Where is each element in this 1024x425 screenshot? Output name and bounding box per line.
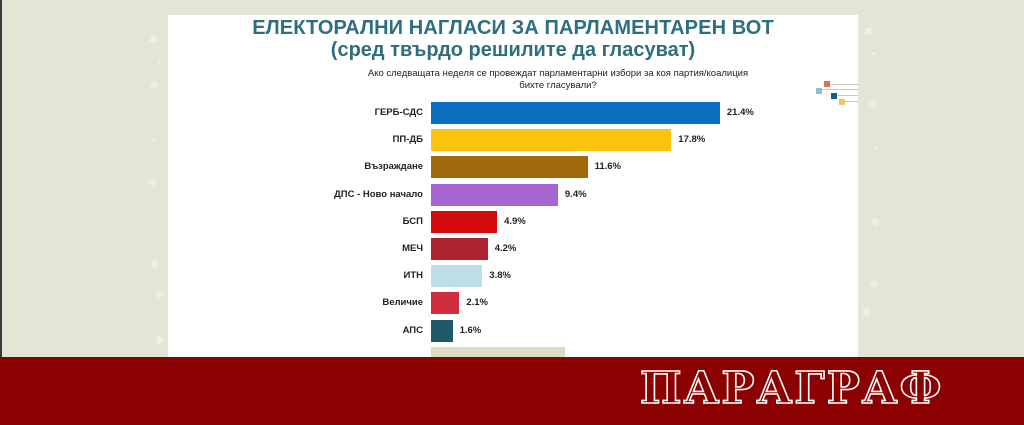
category-label-row: БСП <box>168 211 423 233</box>
category-label-row: ИТН <box>168 265 424 287</box>
value-label: 17.8% <box>678 134 706 146</box>
category-label-row: Възраждане <box>168 156 423 178</box>
snowflake-icon: ✻ <box>155 335 165 347</box>
chart-title: ЕЛЕКТОРАЛНИ НАГЛАСИ ЗА ПАРЛАМЕНТАРЕН ВОТ <box>252 17 774 39</box>
survey-question: Ако следващата неделя се провеждат парла… <box>348 68 768 92</box>
snowflake-icon: ✻ <box>148 177 158 189</box>
snowflake-icon: ● <box>158 60 162 66</box>
category-label: ПП-ДБ <box>392 134 423 146</box>
snowflake-icon: ✻ <box>862 307 872 319</box>
snowflake-icon: ✻ <box>149 80 159 92</box>
bar <box>431 265 483 288</box>
question-line-2: бихте гласували? <box>519 80 597 91</box>
category-label: Възраждане <box>364 161 423 173</box>
snowflake-icon: ✻ <box>149 34 159 46</box>
snowflake-icon: ✻ <box>155 289 165 301</box>
bar <box>431 210 498 233</box>
bar <box>431 183 558 206</box>
bar <box>431 238 488 260</box>
value-label: 1.6% <box>459 324 482 336</box>
question-line-1: Ако следващата неделя се провеждат парла… <box>367 68 749 79</box>
decorative-squares-icon <box>811 67 858 107</box>
category-label-row: ДПС - Ново начало <box>168 184 423 206</box>
category-label-row: АПС <box>168 320 423 342</box>
value-label: 2.1% <box>466 297 488 309</box>
snowflake-icon: ✻ <box>864 26 874 38</box>
value-label: 4.9% <box>504 215 526 227</box>
category-label-row: ПП-ДБ <box>168 129 423 151</box>
value-label: 21.4% <box>726 107 754 118</box>
snowflake-icon: ✻ <box>869 279 879 291</box>
brand-logo: ПАРАГРАФ <box>639 362 944 415</box>
category-label-row: МЕЧ <box>168 238 423 260</box>
bar <box>431 102 720 124</box>
bar <box>431 319 453 342</box>
category-label: АПС <box>402 324 423 336</box>
bar <box>431 156 588 179</box>
snowflake-icon: ● <box>152 137 156 143</box>
category-label: БСП <box>402 215 423 227</box>
value-label: 4.2% <box>494 243 517 254</box>
category-label: МЕЧ <box>402 243 423 254</box>
bar-chart: ГЕРБ-СДС 21.4% ПП-ДБ 17.8% Възраждане 11.6% ДП… <box>168 15 858 369</box>
bar <box>431 292 460 315</box>
category-label: ДПС - Ново начало <box>333 188 423 200</box>
snowflake-icon: ● <box>872 51 876 57</box>
chart-subtitle: (сред твърдо решилите да гласуват) <box>330 39 696 61</box>
value-label: 3.8% <box>489 270 511 282</box>
value-label: 11.6% <box>594 161 622 173</box>
bar <box>431 129 672 152</box>
snowflake-icon: ✻ <box>868 99 878 111</box>
brand-banner: ПАРАГРАФ <box>0 357 1024 425</box>
category-label: Величие <box>382 297 423 309</box>
category-label: ИТН <box>403 270 424 282</box>
left-edge-border <box>0 0 2 357</box>
category-label-row: ГЕРБ-СДС <box>168 102 423 124</box>
category-label: ГЕРБ-СДС <box>374 107 423 118</box>
snowflake-icon: ✻ <box>150 259 160 271</box>
chart-panel: ЕЛЕКТОРАЛНИ НАГЛАСИ ЗА ПАРЛАМЕНТАРЕН ВОТ… <box>168 15 858 369</box>
snowflake-icon: ✻ <box>871 217 881 229</box>
snowflake-icon: ● <box>875 146 879 152</box>
category-label-row: Величие <box>168 292 423 314</box>
value-label: 9.4% <box>564 188 587 200</box>
